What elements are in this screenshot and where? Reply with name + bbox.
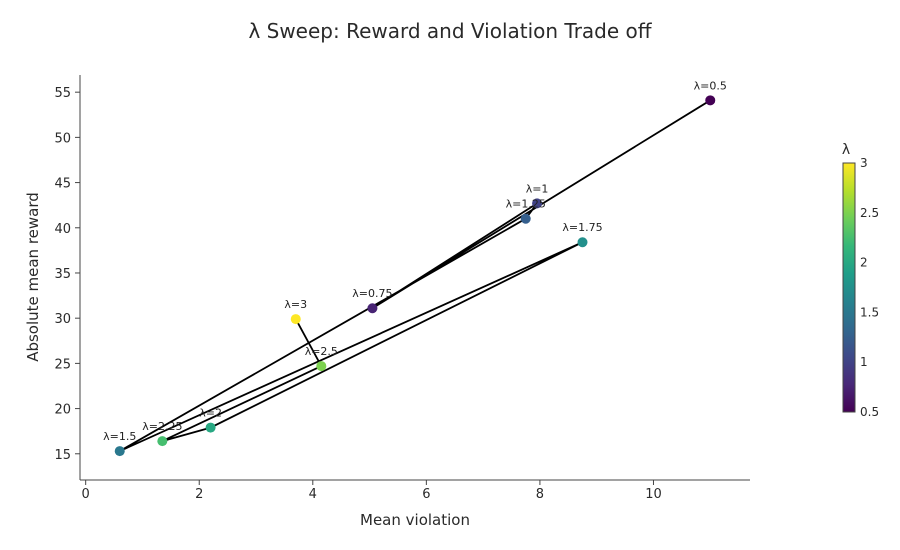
point-label: λ=2.25 (142, 420, 182, 433)
y-tick-label: 35 (54, 267, 71, 282)
point-label: λ=1.25 (506, 198, 546, 211)
colorbar-tick-label: 2.5 (860, 206, 879, 220)
series-line (119, 99, 711, 452)
data-point[interactable] (577, 237, 588, 248)
point-labels: λ=0.5 λ=0.75 λ=1 λ=1.25 λ=1.5 λ=1.75 λ=2 λ=2.25… (103, 79, 727, 443)
point-label: λ=1 (526, 182, 549, 195)
data-point[interactable] (367, 303, 378, 314)
x-ticks: 0 2 4 6 8 10 (82, 480, 662, 502)
colorbar-tick-label: 3 (860, 156, 868, 170)
point-label: λ=1.75 (562, 221, 602, 234)
x-tick-label: 2 (195, 487, 203, 502)
colorbar-tick-label: 1 (860, 355, 868, 369)
x-tick-label: 10 (645, 487, 662, 502)
y-ticks: 15 20 25 30 35 40 45 50 55 (54, 86, 80, 463)
y-tick-label: 20 (54, 403, 71, 418)
colorbar-tick-label: 0.5 (860, 405, 879, 419)
point-label: λ=3 (284, 298, 307, 311)
point-label: λ=2 (199, 407, 222, 420)
colorbar: λ 0.5 1 1.5 2 2.5 3 (842, 142, 879, 419)
y-tick-label: 15 (54, 448, 71, 463)
y-tick-label: 30 (54, 312, 71, 327)
data-point[interactable] (532, 198, 543, 209)
colorbar-ticks: 0.5 1 1.5 2 2.5 3 (860, 156, 879, 419)
y-tick-label: 25 (54, 357, 71, 372)
y-tick-label: 50 (54, 131, 71, 146)
data-point[interactable] (705, 95, 716, 106)
x-tick-label: 8 (536, 487, 544, 502)
colorbar-gradient (842, 162, 856, 413)
markers (114, 95, 716, 457)
data-point[interactable] (205, 422, 216, 433)
x-tick-label: 6 (422, 487, 430, 502)
chart-title: λ Sweep: Reward and Violation Trade off (248, 19, 652, 43)
point-label: λ=0.75 (352, 287, 392, 300)
data-point[interactable] (316, 361, 327, 372)
y-axis-title: Absolute mean reward (24, 192, 42, 362)
point-label: λ=0.5 (694, 79, 727, 92)
x-tick-label: 0 (82, 487, 90, 502)
y-tick-label: 40 (54, 222, 71, 237)
x-axis-title: Mean violation (360, 511, 470, 529)
data-point[interactable] (290, 314, 301, 325)
data-point[interactable] (157, 436, 168, 447)
point-label: λ=2.5 (305, 345, 338, 358)
y-tick-label: 45 (54, 177, 71, 192)
colorbar-tick-label: 2 (860, 256, 868, 270)
colorbar-title: λ (842, 142, 850, 158)
data-point[interactable] (520, 213, 531, 224)
x-tick-label: 4 (309, 487, 317, 502)
point-label: λ=1.5 (103, 430, 136, 443)
data-point[interactable] (114, 446, 125, 457)
colorbar-tick-label: 1.5 (860, 305, 879, 319)
y-tick-label: 55 (54, 86, 71, 101)
